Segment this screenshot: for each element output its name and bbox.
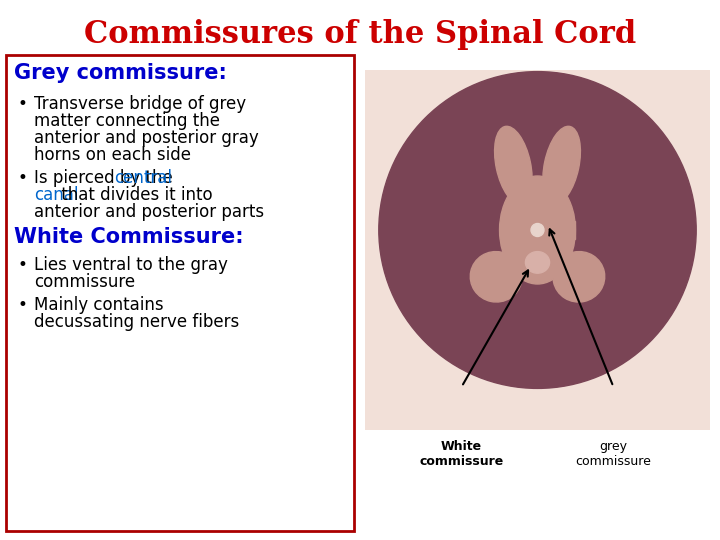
Text: central: central — [114, 169, 172, 187]
Text: Mainly contains: Mainly contains — [34, 296, 163, 314]
Text: matter connecting the: matter connecting the — [34, 112, 220, 130]
Text: Is pierced by the: Is pierced by the — [34, 169, 178, 187]
Ellipse shape — [543, 126, 580, 204]
Ellipse shape — [553, 252, 605, 302]
Ellipse shape — [495, 126, 532, 204]
Text: anterior and posterior parts: anterior and posterior parts — [34, 203, 264, 221]
Text: Transverse bridge of grey: Transverse bridge of grey — [34, 95, 246, 113]
Text: Grey commissure:: Grey commissure: — [14, 63, 227, 83]
Text: •: • — [18, 95, 28, 113]
Text: Commissures of the Spinal Cord: Commissures of the Spinal Cord — [84, 19, 636, 51]
Bar — [6, 55, 354, 531]
Ellipse shape — [379, 72, 696, 388]
Circle shape — [531, 224, 544, 237]
Text: that divides it into: that divides it into — [56, 186, 213, 204]
Text: •: • — [18, 169, 28, 187]
Text: commissure: commissure — [34, 273, 135, 291]
Ellipse shape — [470, 252, 522, 302]
Text: White
commissure: White commissure — [420, 440, 504, 468]
Text: canal: canal — [34, 186, 78, 204]
Text: anterior and posterior gray: anterior and posterior gray — [34, 129, 258, 147]
Ellipse shape — [526, 252, 549, 273]
Text: •: • — [18, 256, 28, 274]
Text: White Commissure:: White Commissure: — [14, 227, 243, 247]
Text: Lies ventral to the gray: Lies ventral to the gray — [34, 256, 228, 274]
Text: grey
commissure: grey commissure — [575, 440, 652, 468]
Bar — [500, 221, 575, 239]
Text: •: • — [18, 296, 28, 314]
Bar — [365, 70, 710, 430]
Text: horns on each side: horns on each side — [34, 146, 191, 164]
Text: decussating nerve fibers: decussating nerve fibers — [34, 313, 239, 331]
Ellipse shape — [500, 176, 575, 284]
